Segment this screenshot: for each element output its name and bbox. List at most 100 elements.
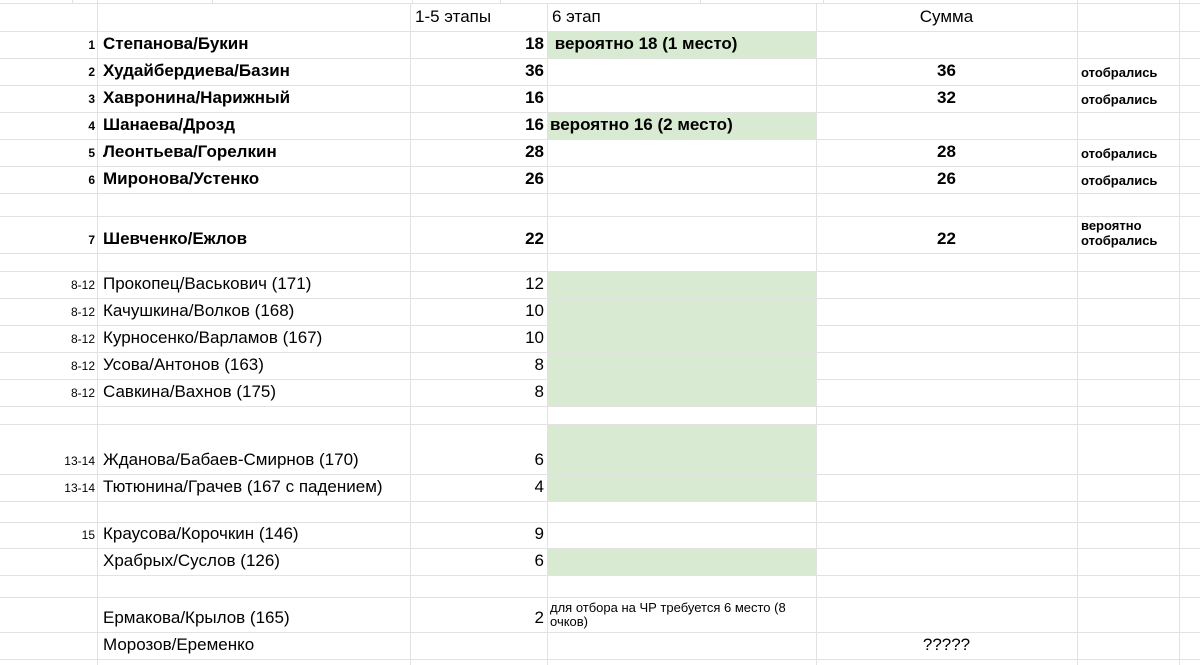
rank-cell[interactable]: 8-12 — [70, 277, 95, 292]
rank-cell[interactable] — [0, 549, 97, 575]
status-cell[interactable]: отобрались — [1081, 92, 1158, 107]
name-cell[interactable]: Храбрых/Суслов (126) — [103, 550, 280, 570]
table-row: 8-12 Прокопец/Васькович (171) 12 — [0, 272, 1200, 299]
stage15-cell[interactable]: 10 — [525, 300, 544, 320]
stage15-cell[interactable]: 9 — [534, 523, 544, 543]
status-cell[interactable]: отобрались — [1081, 65, 1158, 80]
table-row: 7 Шевченко/Ежлов 22 22 вероятно отобрали… — [0, 217, 1200, 254]
rank-cell[interactable]: 13-14 — [64, 480, 95, 495]
sum-cell[interactable]: ????? — [922, 634, 971, 654]
name-cell[interactable]: Курносенко/Варламов (167) — [103, 327, 323, 347]
name-cell[interactable]: Качушкина/Волков (168) — [103, 300, 295, 320]
empty-row[interactable] — [0, 407, 1200, 425]
stage15-cell[interactable]: 18 — [525, 33, 544, 53]
name-cell[interactable]: Шевченко/Ежлов — [103, 228, 248, 248]
partial-bottom-row — [0, 660, 1200, 665]
status-cell[interactable]: отобрались — [1081, 146, 1158, 161]
stage6-cell[interactable]: вероятно 18 (1 место) — [547, 32, 816, 58]
rank-cell[interactable]: 15 — [81, 527, 95, 542]
stage15-cell[interactable]: 10 — [525, 327, 544, 347]
gridline — [1179, 0, 1180, 665]
name-cell[interactable]: Шанаева/Дрозд — [103, 114, 236, 134]
rank-cell[interactable]: 8-12 — [70, 385, 95, 400]
sum-cell[interactable]: 32 — [937, 87, 956, 107]
empty-row[interactable] — [0, 194, 1200, 217]
rank-cell[interactable] — [0, 633, 97, 659]
gridline — [547, 4, 548, 665]
table-row: 6 Миронова/Устенко 26 26 отобрались — [0, 167, 1200, 194]
rank-cell[interactable]: 13-14 — [64, 453, 95, 468]
stage15-cell[interactable]: 6 — [534, 449, 544, 469]
rank-cell[interactable]: 1 — [88, 37, 95, 52]
header-stage6[interactable]: 6 этап — [552, 6, 601, 26]
rank-cell[interactable]: 8-12 — [70, 304, 95, 319]
stage15-cell[interactable]: 26 — [525, 168, 544, 188]
sum-cell[interactable]: 36 — [937, 60, 956, 80]
name-cell[interactable]: Худайбердиева/Базин — [103, 60, 290, 80]
stage15-cell[interactable]: 8 — [534, 354, 544, 374]
stage15-cell[interactable]: 6 — [534, 550, 544, 570]
stage6-cell[interactable] — [547, 425, 816, 474]
stage6-cell[interactable] — [547, 272, 816, 298]
name-cell[interactable]: Тютюнина/Грачев (167 с падением) — [103, 476, 383, 496]
rank-cell[interactable]: 6 — [88, 172, 95, 187]
stage6-cell[interactable] — [547, 549, 816, 575]
header-row: 1-5 этапы 6 этап Сумма — [0, 4, 1200, 32]
stage6-cell[interactable] — [547, 299, 816, 325]
table-row: 1 Степанова/Букин 18 вероятно 18 (1 мест… — [0, 32, 1200, 59]
table-row: 15 Краусова/Корочкин (146) 9 — [0, 523, 1200, 549]
stage15-cell[interactable]: 16 — [525, 114, 544, 134]
name-cell[interactable]: Ермакова/Крылов (165) — [103, 607, 290, 627]
name-cell[interactable]: Усова/Антонов (163) — [103, 354, 264, 374]
name-cell[interactable]: Краусова/Корочкин (146) — [103, 523, 299, 543]
name-cell[interactable]: Прокопец/Васькович (171) — [103, 273, 312, 293]
rank-cell[interactable]: 2 — [88, 64, 95, 79]
stage15-cell[interactable]: 4 — [534, 476, 544, 496]
table-row: Ермакова/Крылов (165) 2 для отбора на ЧР… — [0, 598, 1200, 633]
table-row: 8-12 Усова/Антонов (163) 8 — [0, 353, 1200, 380]
status-cell[interactable]: вероятно отобрались — [1081, 218, 1158, 248]
name-cell[interactable]: Миронова/Устенко — [103, 168, 260, 188]
stage15-cell[interactable]: 12 — [525, 273, 544, 293]
name-cell[interactable]: Леонтьева/Горелкин — [103, 141, 277, 161]
stage6-cell[interactable]: вероятно 16 (2 место) — [547, 113, 816, 139]
name-cell[interactable]: Степанова/Букин — [103, 33, 249, 53]
table-row: 3 Хавронина/Нарижный 16 32 отобрались — [0, 86, 1200, 113]
stage15-cell[interactable]: 2 — [534, 607, 544, 627]
sum-cell[interactable]: 28 — [937, 141, 956, 161]
rank-cell[interactable]: 3 — [88, 91, 95, 106]
stage6-note-cell[interactable]: для отбора на ЧР требуется 6 место (8 оч… — [550, 600, 790, 629]
stage15-cell[interactable]: 8 — [534, 381, 544, 401]
sum-cell[interactable]: 26 — [937, 168, 956, 188]
empty-row[interactable] — [0, 576, 1200, 598]
stage15-cell[interactable]: 36 — [525, 60, 544, 80]
rank-cell[interactable]: 8-12 — [70, 331, 95, 346]
empty-row[interactable] — [0, 502, 1200, 523]
name-cell[interactable]: Хавронина/Нарижный — [103, 87, 291, 107]
rank-cell[interactable]: 8-12 — [70, 358, 95, 373]
rank-cell[interactable] — [0, 598, 97, 632]
stage6-cell[interactable] — [547, 326, 816, 352]
partial-top-row — [0, 0, 1200, 4]
name-cell[interactable]: Жданова/Бабаев-Смирнов (170) — [103, 449, 359, 469]
table-row: 8-12 Курносенко/Варламов (167) 10 — [0, 326, 1200, 353]
table-row: 13-14 Тютюнина/Грачев (167 с падением) 4 — [0, 475, 1200, 502]
empty-row[interactable] — [0, 254, 1200, 272]
rank-cell[interactable]: 4 — [88, 118, 95, 133]
stage15-cell[interactable]: 28 — [525, 141, 544, 161]
sum-cell[interactable]: 22 — [937, 228, 956, 248]
rank-cell[interactable]: 7 — [88, 232, 95, 247]
status-cell[interactable]: отобрались — [1081, 173, 1158, 188]
rank-cell[interactable]: 5 — [88, 145, 95, 160]
name-cell[interactable]: Морозов/Еременко — [103, 634, 255, 654]
name-cell[interactable]: Савкина/Вахнов (175) — [103, 381, 277, 401]
header-sum[interactable]: Сумма — [919, 6, 974, 26]
stage15-cell[interactable]: 16 — [525, 87, 544, 107]
stage15-cell[interactable]: 22 — [525, 228, 544, 248]
gridline — [410, 4, 411, 665]
header-stage15[interactable]: 1-5 этапы — [415, 6, 492, 26]
stage6-cell[interactable] — [547, 380, 816, 406]
stage6-cell[interactable] — [547, 353, 816, 379]
table-row: 5 Леонтьева/Горелкин 28 28 отобрались — [0, 140, 1200, 167]
stage6-cell[interactable] — [547, 475, 816, 501]
